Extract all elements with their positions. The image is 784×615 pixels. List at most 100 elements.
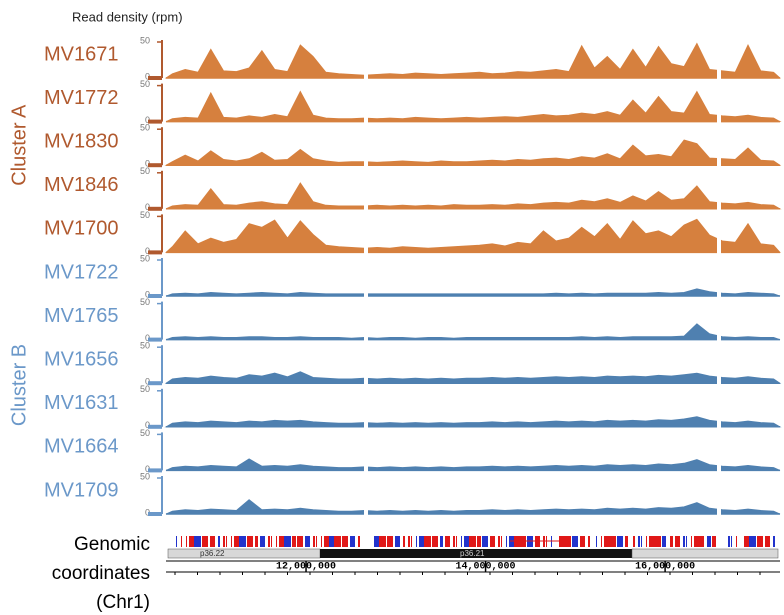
gene-feature — [461, 536, 462, 547]
gene-feature — [493, 536, 495, 547]
gene-feature — [604, 536, 609, 547]
gene-feature — [213, 536, 215, 547]
y-tick-label: 0 — [145, 507, 150, 517]
y-tick-label: 0 — [145, 115, 150, 125]
gene-feature — [223, 536, 225, 547]
gene-feature — [620, 536, 623, 547]
read-density-area — [165, 288, 781, 297]
gene-feature — [194, 536, 199, 547]
gene-feature — [239, 536, 244, 547]
gene-feature — [744, 536, 749, 547]
gene-feature — [501, 536, 502, 547]
gene-feature — [231, 536, 232, 547]
gene-feature — [276, 536, 277, 547]
assembly-gap — [717, 38, 721, 523]
x-axis-title: coordinates — [52, 563, 150, 584]
gene-feature — [448, 536, 450, 547]
track-label: MV1709 — [44, 479, 119, 501]
gene-feature — [189, 536, 194, 547]
gene-feature — [390, 536, 393, 547]
gene-feature — [768, 536, 770, 547]
gene-feature — [358, 536, 360, 547]
cluster-label: Cluster B — [8, 344, 30, 426]
read-density-area — [165, 90, 782, 122]
x-tick-label: 14,000,000 — [456, 562, 516, 573]
read-density-area — [164, 416, 782, 428]
gene-feature — [675, 536, 678, 547]
gene-feature — [699, 536, 704, 547]
track-label: MV1631 — [44, 392, 119, 414]
gene-feature — [250, 536, 253, 547]
gene-feature — [757, 536, 761, 547]
gene-feature — [268, 536, 270, 547]
y-tick-label: 0 — [145, 420, 150, 430]
track-label: MV1656 — [44, 348, 119, 370]
read-density-area — [165, 499, 781, 515]
x-axis-title: Genomic — [74, 534, 150, 555]
gene-feature — [305, 536, 308, 547]
gene-feature — [419, 536, 424, 547]
gene-feature — [601, 536, 602, 547]
gene-feature — [292, 536, 296, 547]
gene-feature — [308, 536, 310, 547]
gene-feature — [464, 536, 469, 547]
gene-feature — [649, 536, 654, 547]
gene-feature — [435, 536, 438, 547]
gene-feature — [313, 536, 315, 547]
y-tick-label: 50 — [140, 253, 150, 263]
read-density-area — [164, 371, 782, 384]
y-tick-label: 0 — [145, 246, 150, 256]
ideogram-band — [167, 548, 321, 559]
gene-feature — [662, 536, 666, 547]
gene-feature — [583, 536, 585, 547]
gene-feature — [424, 536, 429, 547]
y-tick-label: 0 — [145, 71, 150, 81]
gene-feature — [609, 536, 614, 547]
gene-feature — [683, 536, 685, 547]
gene-feature — [670, 536, 673, 547]
y-tick-label: 0 — [145, 464, 150, 474]
y-tick-label: 50 — [140, 341, 150, 351]
read-density-area — [164, 42, 782, 79]
gene-feature — [234, 536, 239, 547]
gene-feature — [498, 536, 500, 547]
gene-feature — [202, 536, 206, 547]
gene-feature — [334, 536, 339, 547]
gene-feature — [279, 536, 284, 547]
gene-feature — [694, 536, 699, 547]
gene-feature — [398, 536, 400, 547]
gene-feature — [678, 536, 680, 547]
read-density-area — [164, 218, 781, 253]
gene-feature — [218, 536, 220, 547]
y-tick-label: 50 — [140, 166, 150, 176]
gene-feature — [691, 536, 692, 547]
gene-feature — [342, 536, 346, 547]
read-density-area — [165, 182, 782, 210]
read-density-area — [165, 458, 781, 471]
gene-feature — [617, 536, 621, 547]
gene-feature — [707, 536, 711, 547]
y-axis-title: Read density (rpm) — [72, 9, 183, 24]
gene-feature — [321, 536, 322, 547]
y-tick-label: 50 — [140, 471, 150, 481]
gene-feature — [210, 536, 213, 547]
gene-feature — [580, 536, 583, 547]
gene-feature — [353, 536, 355, 547]
gene-feature — [300, 536, 303, 547]
gene-feature — [453, 536, 455, 547]
track-label: MV1700 — [44, 218, 119, 240]
gene-feature — [572, 536, 576, 547]
track-label: MV1722 — [44, 261, 119, 283]
gene-feature — [408, 536, 410, 547]
gene-feature — [485, 536, 488, 547]
gene-feature — [445, 536, 448, 547]
band-label: p36.21 — [460, 549, 485, 558]
gene-feature — [176, 536, 177, 547]
y-tick-label: 50 — [140, 210, 150, 220]
gene-feature — [316, 536, 317, 547]
ideogram-band — [320, 549, 632, 558]
read-density-area — [165, 323, 781, 340]
y-tick-label: 50 — [140, 384, 150, 394]
gene-feature — [633, 536, 635, 547]
